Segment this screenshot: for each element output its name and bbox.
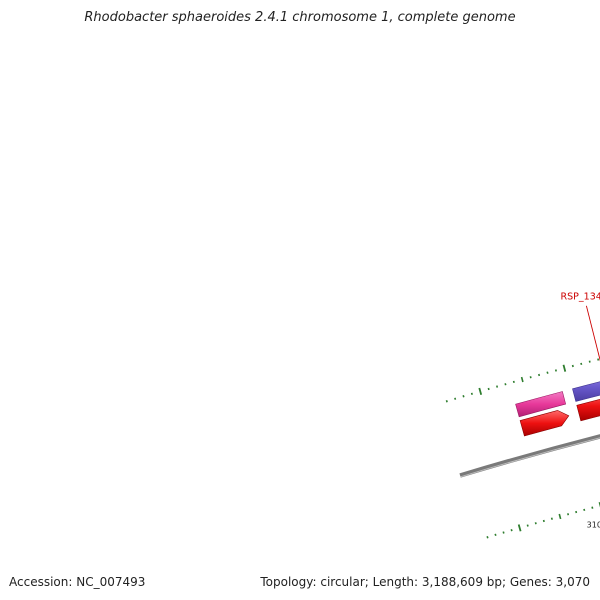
inner-scale-tick <box>550 517 553 520</box>
inner-scale-tick <box>575 510 578 514</box>
outer-scale-tick <box>445 400 448 403</box>
cds-arrow-rsp-1340[interactable] <box>576 391 600 422</box>
outer-scale-tick <box>538 373 541 377</box>
inner-scale-tick <box>526 524 529 527</box>
tick-label: 3109 kbp <box>587 520 600 529</box>
cds-arrow-unnamed-0[interactable] <box>519 410 570 437</box>
outer-scale-tick <box>580 362 583 366</box>
map-title: Rhodobacter sphaeroides 2.4.1 chromosome… <box>84 10 516 25</box>
outer-scale-tick <box>462 395 465 398</box>
inner-scale-tick <box>510 528 513 532</box>
genome-summary-text: Topology: circular; Length: 3,188,609 bp… <box>260 575 590 589</box>
gene-feature-unnamed-0[interactable] <box>515 391 567 418</box>
outer-scale-tick <box>496 385 499 388</box>
inner-scale-tick <box>502 531 505 534</box>
backbone-arc <box>459 434 600 478</box>
accession-text: Accession: NC_007493 <box>9 575 146 589</box>
inner-scale-tick <box>583 508 586 512</box>
inner-scale-tick <box>558 513 562 520</box>
outer-scale-tick <box>554 369 557 372</box>
inner-scale-tick <box>486 536 489 539</box>
outer-scale-tick <box>487 387 490 391</box>
backbone-highlight <box>460 437 600 478</box>
outer-scale-tick <box>562 364 567 372</box>
gene-label-rsp-1340[interactable]: RSP_1340 <box>561 292 600 303</box>
inner-scale-tick <box>591 506 594 509</box>
outer-scale-tick <box>470 392 473 396</box>
genes-layer <box>515 372 600 437</box>
outer-scale-tick <box>512 380 515 384</box>
backbone-layer <box>459 434 600 478</box>
inner-scale-tick <box>494 533 497 537</box>
outer-scale-tick <box>520 376 524 383</box>
outer-scale-tick <box>571 364 574 368</box>
inner-scale-tick <box>517 524 522 532</box>
outer-scale-tick <box>478 387 483 396</box>
outer-scale-tick <box>529 376 532 379</box>
outer-scale-tick <box>504 383 507 386</box>
outer-scale-tick <box>597 358 600 361</box>
gene-feature-rsp-1340[interactable] <box>572 372 600 402</box>
labels-layer: 3109 kbp3110 kbp3111 kbp3112 kbp3113 kbp… <box>561 292 600 529</box>
inner-scale-tick <box>542 519 545 523</box>
inner-scale-tick <box>534 522 537 525</box>
outer-scale-tick <box>546 371 549 374</box>
gene-label-leader <box>585 305 600 362</box>
inner-scale-tick <box>567 513 570 516</box>
outer-scale-tick <box>454 397 457 400</box>
